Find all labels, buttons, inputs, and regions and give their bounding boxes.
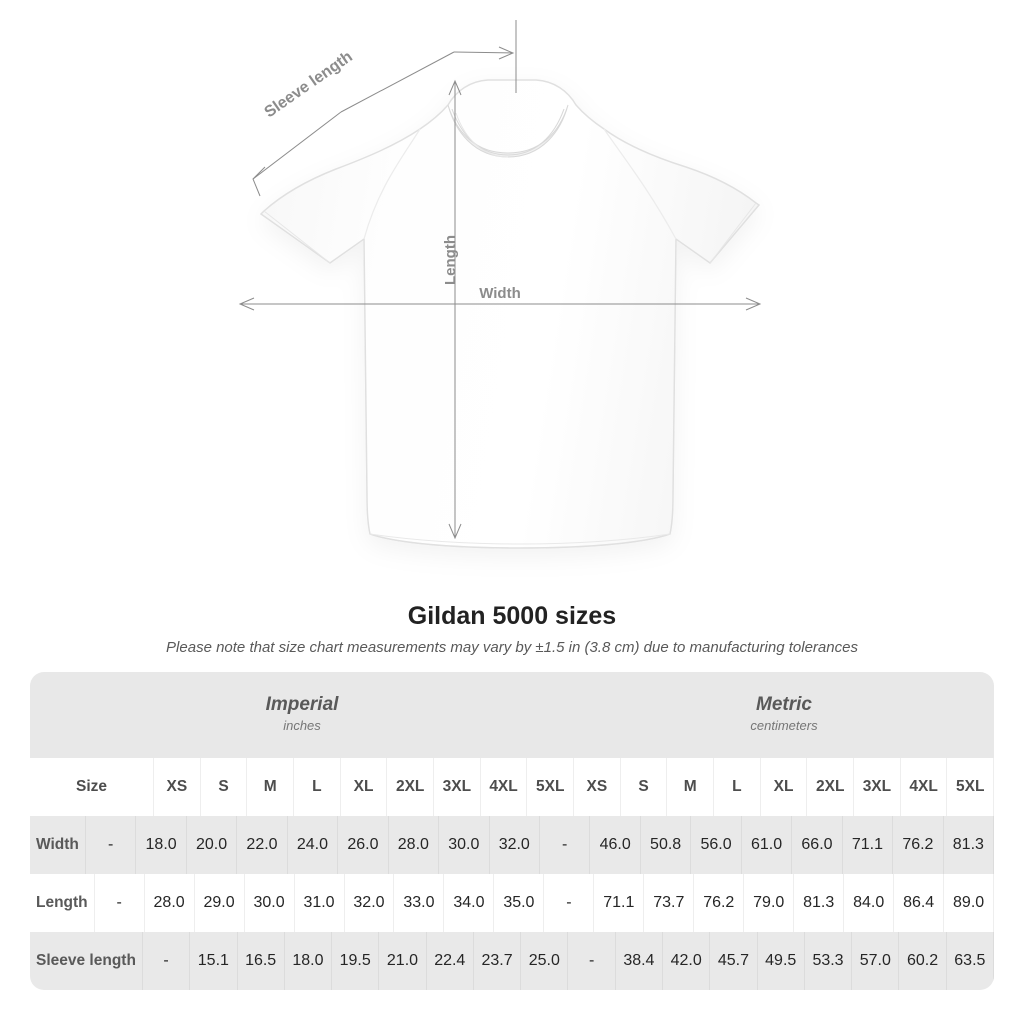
- svg-text:Sleeve length: Sleeve length: [262, 48, 356, 121]
- svg-text:Width: Width: [479, 285, 521, 302]
- svg-text:Length: Length: [442, 235, 459, 285]
